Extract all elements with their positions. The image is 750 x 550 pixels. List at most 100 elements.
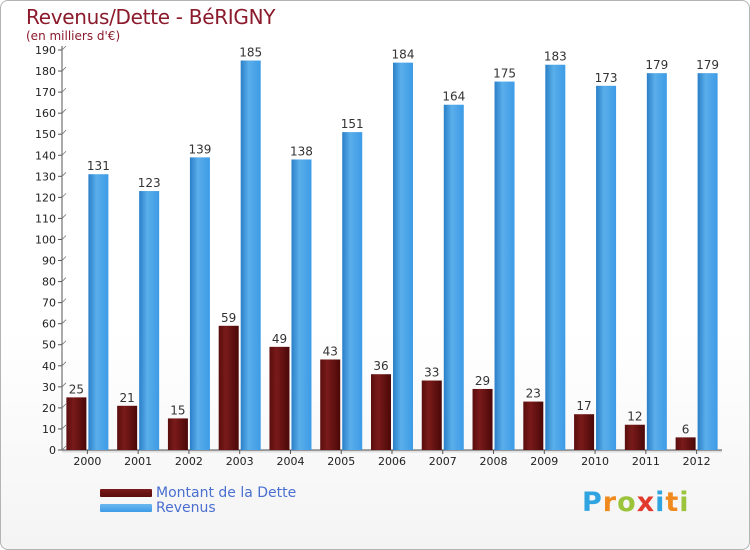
y-tick-diag: [61, 193, 67, 198]
bar-dette: [421, 380, 442, 450]
logo-letter: x: [636, 487, 656, 518]
data-label-revenus: 175: [493, 67, 516, 81]
y-tick-diag: [61, 108, 67, 114]
data-label-dette: 33: [424, 366, 439, 380]
data-label-dette: 25: [69, 382, 84, 396]
chart-title: Revenus/Dette - BéRIGNY: [26, 5, 276, 29]
y-tick-label: 190: [35, 44, 56, 57]
bar-dette: [218, 325, 239, 450]
bar-revenus: [189, 157, 210, 451]
y-tick-label: 140: [35, 149, 56, 162]
data-label-revenus: 138: [290, 144, 313, 158]
y-tick-label: 100: [35, 233, 56, 246]
data-label-revenus: 173: [595, 71, 618, 85]
y-tick-label: 80: [42, 276, 56, 289]
bar-revenus: [697, 73, 718, 450]
y-tick-diag: [61, 256, 67, 261]
y-tick-label: 170: [35, 86, 56, 99]
y-tick-diag: [61, 45, 67, 51]
bar-revenus: [88, 174, 109, 451]
chart-subtitle: (en milliers d'€): [26, 29, 121, 43]
y-tick-diag: [61, 235, 67, 240]
data-label-dette: 29: [475, 374, 490, 388]
data-label-revenus: 185: [239, 46, 262, 60]
bar-dette: [167, 418, 188, 450]
x-tick-label: 2002: [175, 455, 203, 468]
x-tick-label: 2008: [480, 455, 508, 468]
proxiti-logo: Proxiti: [582, 487, 690, 518]
data-label-revenus: 151: [341, 117, 364, 131]
data-label-dette: 49: [272, 332, 287, 346]
data-label-dette: 12: [627, 410, 642, 424]
y-tick-label: 110: [35, 212, 56, 225]
y-tick-label: 180: [35, 65, 56, 78]
x-tick-label: 2001: [124, 455, 152, 468]
y-tick-label: 150: [35, 128, 56, 141]
y-tick-diag: [61, 382, 67, 388]
y-tick-label: 60: [42, 318, 56, 331]
bar-dette: [523, 401, 544, 450]
data-label-revenus: 164: [442, 90, 465, 104]
data-label-dette: 17: [576, 399, 591, 413]
y-tick-diag: [61, 424, 67, 430]
bar-dette: [269, 346, 290, 450]
x-tick-label: 2012: [683, 455, 711, 468]
x-tick-label: 2011: [632, 455, 660, 468]
x-tick-label: 2006: [378, 455, 406, 468]
bar-dette: [574, 414, 595, 450]
x-tick-label: 2003: [226, 455, 254, 468]
legend-label-dette: Montant de la Dette: [156, 485, 297, 501]
y-tick-label: 0: [49, 444, 56, 457]
y-tick-diag: [61, 361, 67, 367]
data-label-dette: 6: [682, 422, 690, 436]
y-tick-label: 120: [35, 191, 56, 204]
bar-revenus: [342, 132, 363, 450]
bar-revenus: [646, 73, 667, 450]
data-label-revenus: 131: [87, 159, 110, 173]
x-tick-label: 2000: [73, 455, 101, 468]
y-tick-diag: [61, 150, 67, 156]
logo-letter: o: [617, 487, 637, 518]
y-tick-label: 10: [42, 423, 56, 436]
y-tick-label: 20: [42, 402, 56, 415]
x-tick-label: 2005: [327, 455, 355, 468]
y-tick-diag: [61, 277, 67, 282]
logo-letter: r: [602, 487, 618, 518]
legend-swatch-revenus: [100, 504, 152, 512]
y-tick-label: 160: [35, 107, 56, 120]
y-tick-label: 70: [42, 297, 56, 310]
data-label-revenus: 179: [645, 58, 668, 72]
bar-dette: [320, 359, 341, 450]
y-tick-label: 90: [42, 255, 56, 268]
logo-letter: P: [582, 487, 603, 518]
data-label-revenus: 183: [544, 50, 567, 64]
bar-revenus: [393, 62, 413, 450]
y-tick-diag: [61, 403, 67, 409]
logo-letter: t: [665, 487, 680, 518]
x-tick-label: 2009: [530, 455, 558, 468]
bar-revenus: [291, 159, 312, 450]
bar-revenus: [545, 64, 566, 450]
y-tick-label: 40: [42, 360, 56, 373]
bar-dette: [66, 397, 87, 450]
data-label-dette: 15: [170, 403, 185, 417]
bar-revenus: [240, 60, 261, 451]
logo-letter: i: [655, 487, 666, 518]
y-tick-diag: [61, 214, 67, 219]
legend-label-revenus: Revenus: [156, 500, 216, 516]
y-tick-diag: [61, 319, 67, 324]
bar-revenus: [596, 85, 617, 450]
data-label-revenus: 123: [138, 176, 161, 190]
x-tick-label: 2004: [276, 455, 304, 468]
data-label-revenus: 184: [392, 48, 415, 62]
bar-dette: [371, 374, 391, 450]
bar-dette: [472, 388, 493, 450]
x-tick-label: 2007: [429, 455, 457, 468]
y-tick-diag: [61, 66, 67, 72]
bar-dette: [117, 405, 138, 450]
data-label-dette: 23: [526, 387, 541, 401]
y-tick-label: 130: [35, 170, 56, 183]
data-label-revenus: 139: [188, 142, 211, 156]
